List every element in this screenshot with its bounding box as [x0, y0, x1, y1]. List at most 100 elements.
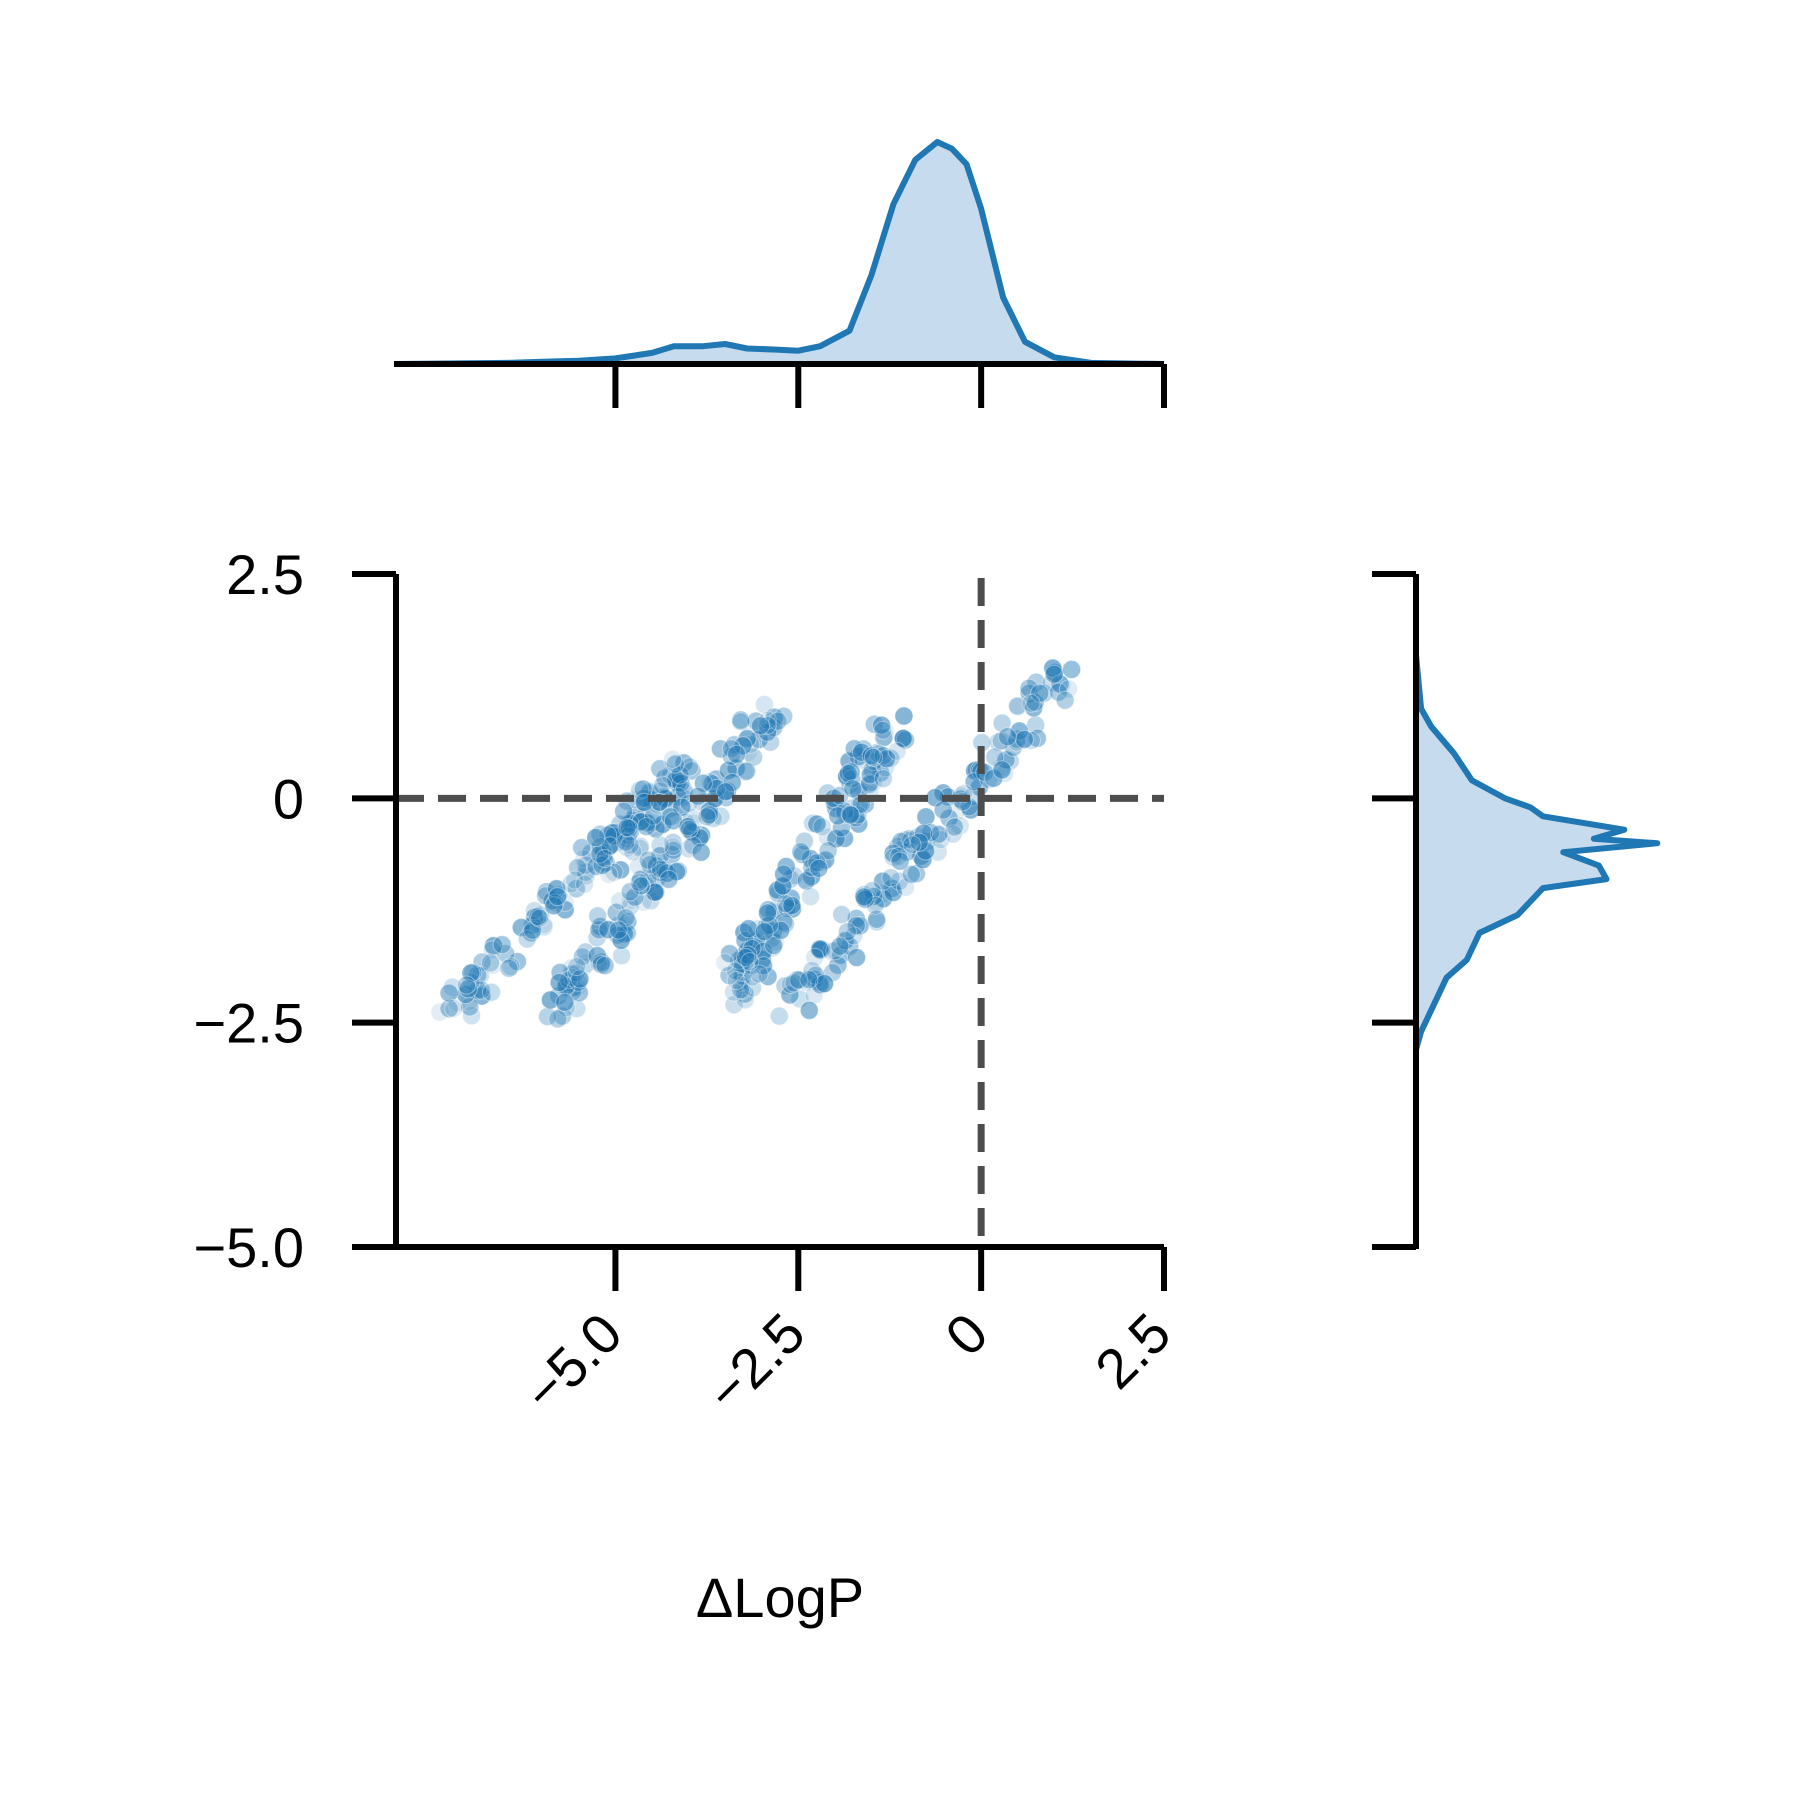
x-axis-label: ΔLogP [696, 1566, 864, 1629]
data-point [769, 1006, 789, 1026]
data-point [721, 746, 741, 766]
data-point [663, 832, 683, 852]
data-point [483, 955, 503, 975]
data-point [735, 990, 755, 1010]
data-point [663, 811, 683, 831]
data-point [633, 892, 653, 912]
data-point [561, 874, 581, 894]
data-point [599, 864, 619, 884]
data-point [667, 862, 686, 882]
data-point [528, 907, 548, 927]
data-point [727, 744, 747, 764]
data-point [774, 864, 794, 884]
data-point [588, 906, 608, 926]
data-point [439, 999, 459, 1019]
data-point [754, 956, 773, 976]
data-point [749, 964, 769, 984]
data-point [801, 887, 820, 907]
data-point [1044, 664, 1064, 684]
data-point [722, 739, 741, 759]
data-point [1034, 683, 1054, 703]
data-point [839, 751, 859, 771]
data-point [832, 905, 852, 924]
data-point [838, 764, 858, 783]
data-point [650, 835, 670, 855]
data-point [944, 817, 964, 837]
data-point [889, 846, 909, 866]
data-point [645, 882, 665, 902]
data-point [828, 955, 848, 975]
data-point [933, 800, 953, 820]
data-point [568, 858, 588, 878]
data-point [737, 761, 757, 781]
data-point [893, 728, 913, 748]
data-point [699, 805, 719, 825]
data-point [740, 952, 760, 972]
data-point [854, 887, 874, 907]
y-tick-label: 2.5 [226, 543, 304, 606]
data-point [608, 920, 628, 940]
data-point [631, 875, 651, 895]
data-point [836, 931, 856, 951]
data-point [645, 883, 665, 903]
data-point [629, 856, 649, 876]
data-point [617, 838, 637, 858]
data-point [548, 887, 567, 907]
data-point [719, 966, 739, 985]
data-point [733, 736, 753, 756]
data-point [883, 843, 903, 863]
marginal-y-kde-line [1413, 654, 1661, 1051]
data-point [501, 957, 521, 977]
data-point [730, 980, 750, 1000]
data-point [693, 773, 713, 793]
data-point [846, 916, 866, 936]
data-point [555, 992, 575, 1012]
data-point [572, 838, 592, 858]
data-point [991, 731, 1011, 751]
data-point [492, 935, 512, 955]
data-point [439, 983, 459, 1003]
data-point [791, 842, 811, 862]
data-point [616, 908, 636, 928]
data-point [841, 762, 861, 782]
data-point [841, 805, 861, 825]
data-point [604, 826, 624, 846]
data-point [631, 870, 651, 889]
data-point [525, 907, 545, 927]
data-point [992, 713, 1012, 733]
data-point [483, 936, 503, 956]
data-point [843, 779, 863, 799]
data-point [837, 922, 857, 942]
data-point [575, 874, 594, 894]
data-point [780, 974, 800, 994]
data-point [631, 812, 651, 832]
data-point [655, 860, 675, 880]
data-point [860, 773, 880, 793]
data-point [731, 712, 751, 732]
data-point [458, 979, 478, 999]
data-point [731, 972, 751, 992]
data-point [549, 973, 569, 992]
data-point [595, 849, 615, 868]
data-point [846, 909, 866, 928]
data-point [657, 863, 677, 883]
data-point [610, 891, 630, 911]
data-point [611, 860, 631, 880]
data-point [710, 739, 730, 759]
data-point [521, 923, 541, 943]
data-point [805, 947, 825, 967]
data-point [861, 746, 881, 766]
data-point [844, 926, 864, 946]
data-point [482, 982, 501, 1002]
data-point [472, 952, 492, 972]
data-point [998, 727, 1017, 747]
data-point [715, 953, 735, 973]
x-tick-label: 2.5 [1083, 1301, 1183, 1401]
reference-lines [396, 578, 1164, 1247]
data-point [764, 936, 784, 955]
data-point [901, 864, 921, 884]
data-point [576, 866, 596, 886]
marginal-x-kde [394, 139, 1167, 408]
data-point [600, 836, 620, 856]
data-point [625, 887, 645, 907]
